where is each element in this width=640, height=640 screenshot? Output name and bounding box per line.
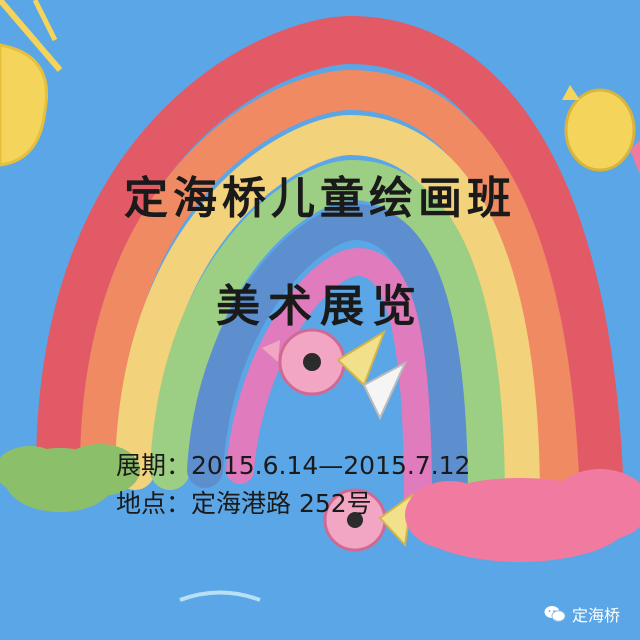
exhibition-venue: 地点：定海港路 252号	[116, 489, 372, 518]
yellow-bird-drawing	[562, 85, 640, 175]
fish-drawing-small	[323, 488, 414, 552]
wechat-icon	[544, 606, 566, 622]
rainbow-drawing	[36, 15, 624, 524]
poster-subtitle: 美术展览	[216, 281, 424, 332]
exhibition-dates: 展期：2015.6.14—2015.7.12	[116, 451, 471, 480]
fish-drawing-large	[262, 328, 408, 421]
green-cloud-drawing	[0, 444, 140, 512]
sun-drawing	[0, 0, 63, 167]
watermark-label: 定海桥	[571, 606, 620, 625]
wechat-watermark: 定海桥	[544, 602, 620, 626]
pink-cloud-drawing	[405, 469, 640, 562]
poster-title: 定海桥儿童绘画班	[124, 173, 516, 224]
